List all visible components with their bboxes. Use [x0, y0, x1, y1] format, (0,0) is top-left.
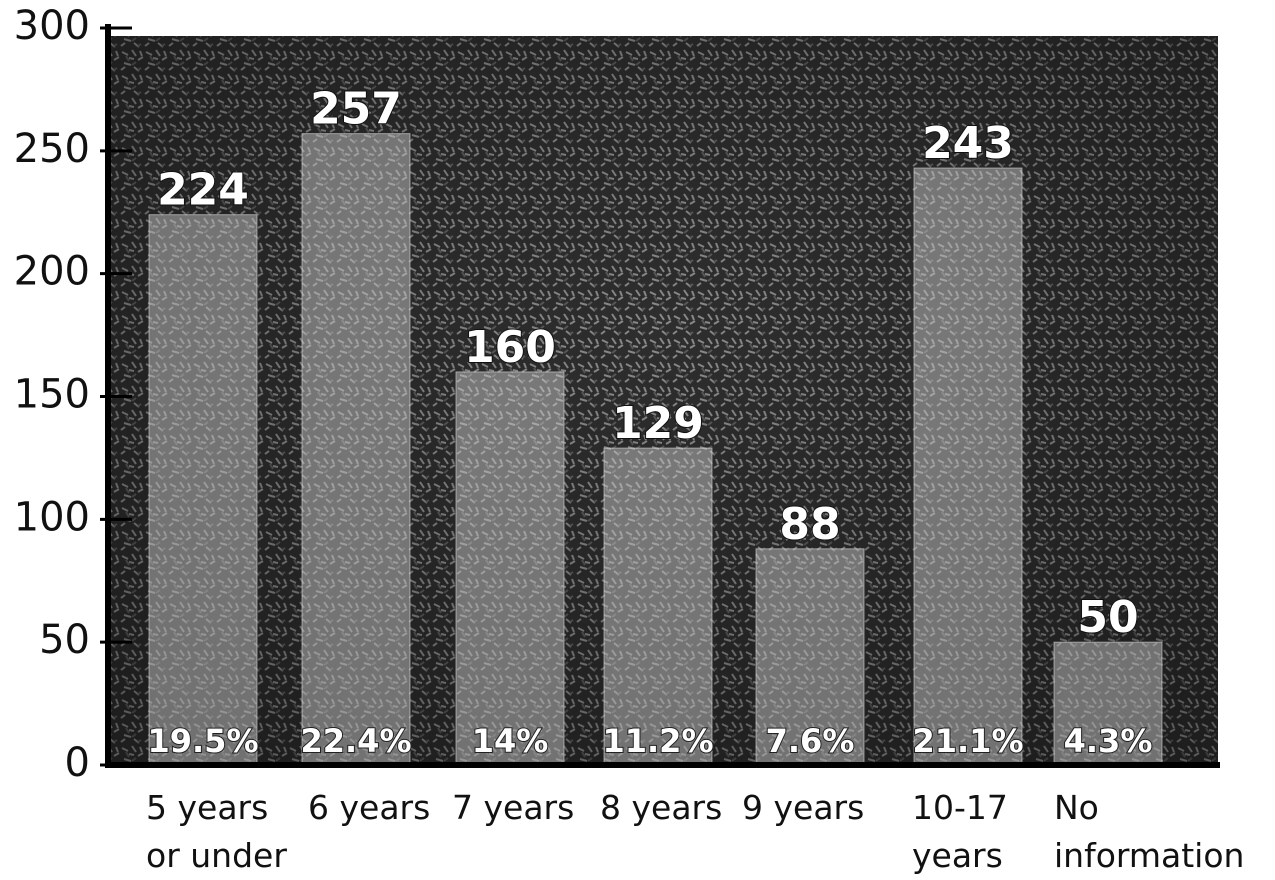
value-label: 50	[1077, 592, 1138, 643]
bar	[755, 548, 865, 766]
y-tick-label: 50	[39, 617, 90, 663]
y-tick-label: 300	[14, 3, 90, 49]
bar	[1053, 641, 1163, 766]
percentage-label: 21.1%	[912, 722, 1023, 760]
x-tick-label: 10-17 years	[912, 788, 1008, 875]
bar	[455, 371, 565, 766]
bar	[603, 447, 713, 766]
bar	[148, 214, 258, 766]
value-label: 257	[310, 84, 402, 135]
x-tick-label: No information	[1054, 788, 1245, 875]
percentage-label: 14%	[472, 722, 549, 760]
value-label: 224	[157, 165, 249, 216]
percentage-label: 7.6%	[766, 722, 855, 760]
percentage-label: 22.4%	[300, 722, 411, 760]
y-tick-label: 250	[14, 126, 90, 172]
x-tick-label: 9 years	[742, 788, 865, 827]
percentage-label: 19.5%	[147, 722, 258, 760]
y-tick-label: 100	[14, 494, 90, 540]
y-tick-label: 150	[14, 372, 90, 418]
background-shade	[110, 36, 1218, 764]
x-tick-label: 6 years	[308, 788, 431, 827]
x-tick-label: 8 years	[600, 788, 723, 827]
x-tick-label: 5 years or under	[146, 788, 287, 875]
percentage-label: 11.2%	[602, 722, 713, 760]
bar	[913, 167, 1023, 766]
value-label: 129	[612, 398, 704, 449]
x-tick-label: 7 years	[452, 788, 575, 827]
bar	[301, 133, 411, 766]
value-label: 88	[779, 499, 840, 550]
y-tick-label: 0	[65, 740, 90, 786]
y-tick-label: 200	[14, 249, 90, 295]
value-label: 160	[464, 322, 556, 373]
percentage-label: 4.3%	[1064, 722, 1153, 760]
value-label: 243	[922, 118, 1014, 169]
